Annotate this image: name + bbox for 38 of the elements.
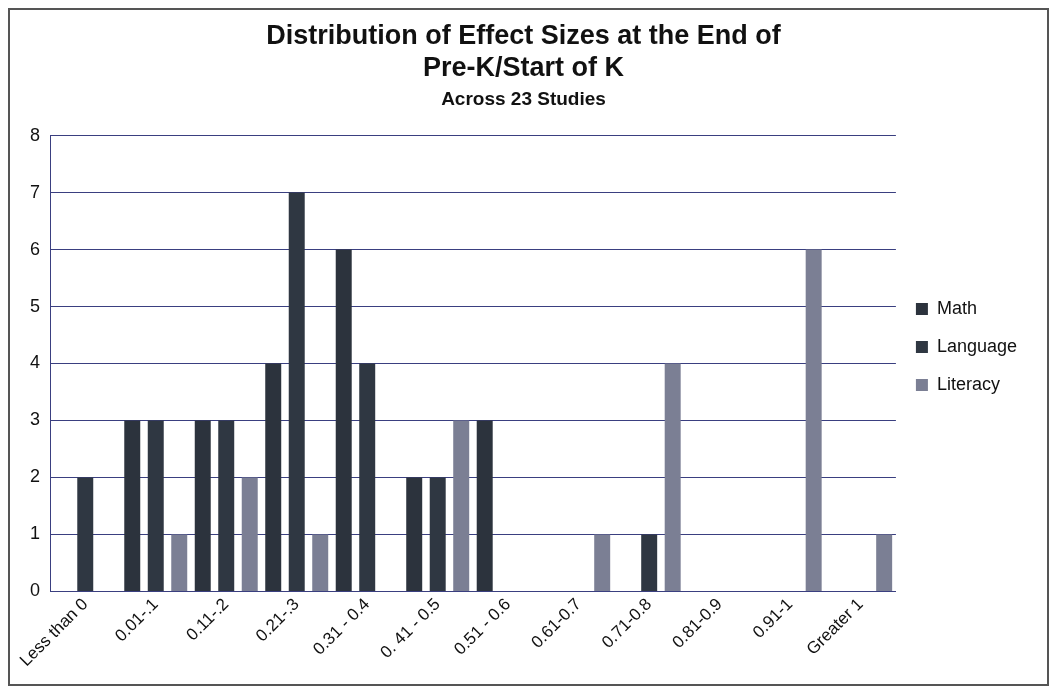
bar <box>476 420 493 591</box>
bar <box>335 249 352 591</box>
legend-label: Language <box>936 335 1018 356</box>
bar <box>594 534 611 591</box>
legend-label: Math <box>936 297 977 318</box>
y-tick-label: 7 <box>30 181 41 202</box>
bar <box>641 534 658 591</box>
bar <box>265 363 282 591</box>
bar <box>664 363 681 591</box>
chart-subtitle: Across 23 Studies <box>441 88 606 110</box>
bar <box>453 420 470 591</box>
y-tick-label: 1 <box>30 523 41 544</box>
y-tick-label: 3 <box>30 409 41 430</box>
y-tick-label: 5 <box>30 295 41 316</box>
x-tick-label: 0.51 - 0.6 <box>450 594 515 659</box>
bar <box>429 477 446 591</box>
y-tick-label: 0 <box>30 580 41 601</box>
y-tick-label: 4 <box>30 352 41 373</box>
x-tick-label: 0. 41 - 0.5 <box>376 594 444 662</box>
bar <box>77 477 94 591</box>
bar <box>218 420 235 591</box>
y-tick-label: 2 <box>30 466 41 487</box>
bar <box>359 363 376 591</box>
bar <box>147 420 164 591</box>
y-tick-label: 8 <box>30 124 41 145</box>
bar <box>171 534 188 591</box>
bar <box>124 420 141 591</box>
y-tick-label: 6 <box>30 238 41 259</box>
x-tick-label: 0.31 - 0.4 <box>309 594 374 659</box>
bar <box>312 534 329 591</box>
bar <box>805 249 822 591</box>
chart-title: Distribution of Effect Sizes at the End of Pre-K/Start of K <box>266 19 782 83</box>
bar <box>406 477 423 591</box>
legend-label: Literacy <box>936 373 1000 394</box>
bar <box>241 477 258 591</box>
bar <box>194 420 211 591</box>
bar <box>288 192 305 591</box>
bar <box>876 534 893 591</box>
